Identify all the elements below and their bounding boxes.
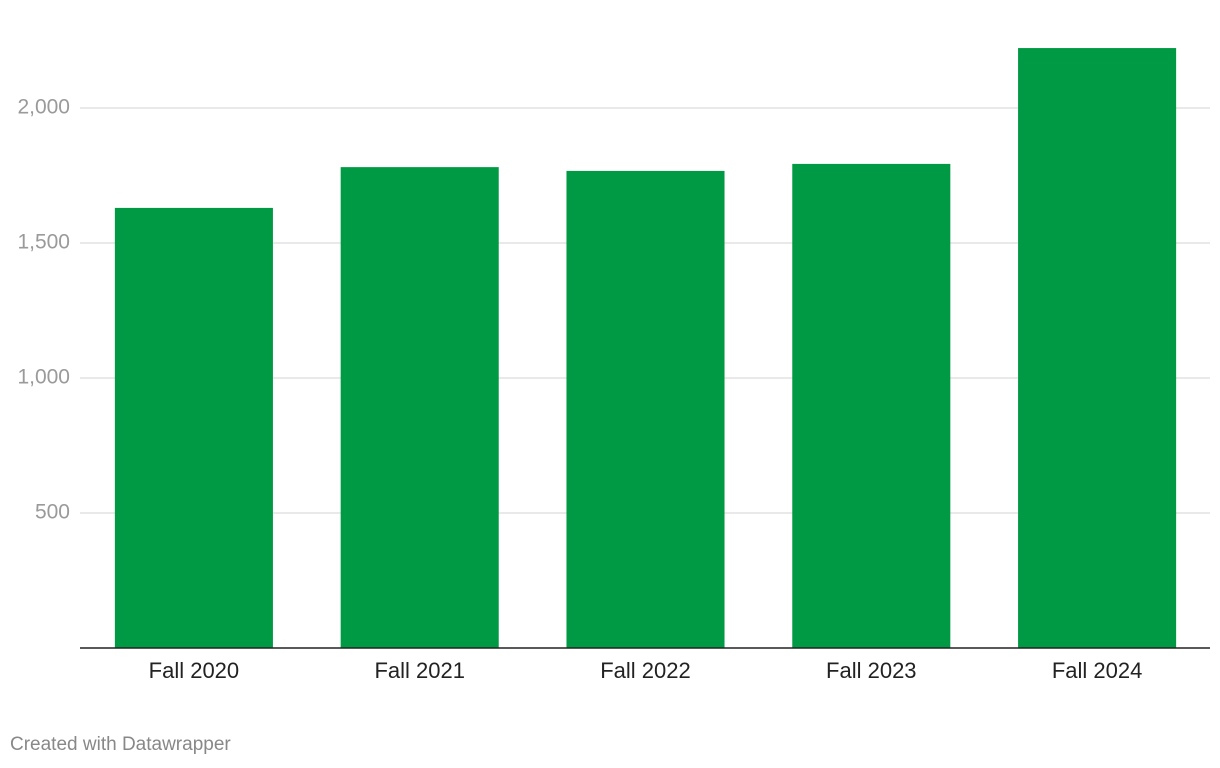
bar [340,167,499,648]
x-tick-label: Fall 2024 [1052,658,1143,683]
y-tick-label: 1,000 [17,366,70,389]
x-tick-label: Fall 2023 [826,658,917,683]
bar [114,207,273,648]
bar [792,163,951,648]
bar [566,170,725,648]
x-tick-label: Fall 2021 [374,658,465,683]
credit: Created with Datawrapper [10,734,231,755]
x-tick-label: Fall 2022 [600,658,691,683]
y-tick-label: 1,500 [17,231,70,254]
y-tick-label: 2,000 [17,96,70,119]
bar [1018,48,1177,649]
x-tick-label: Fall 2020 [149,658,240,683]
y-tick-label: 500 [35,501,70,524]
